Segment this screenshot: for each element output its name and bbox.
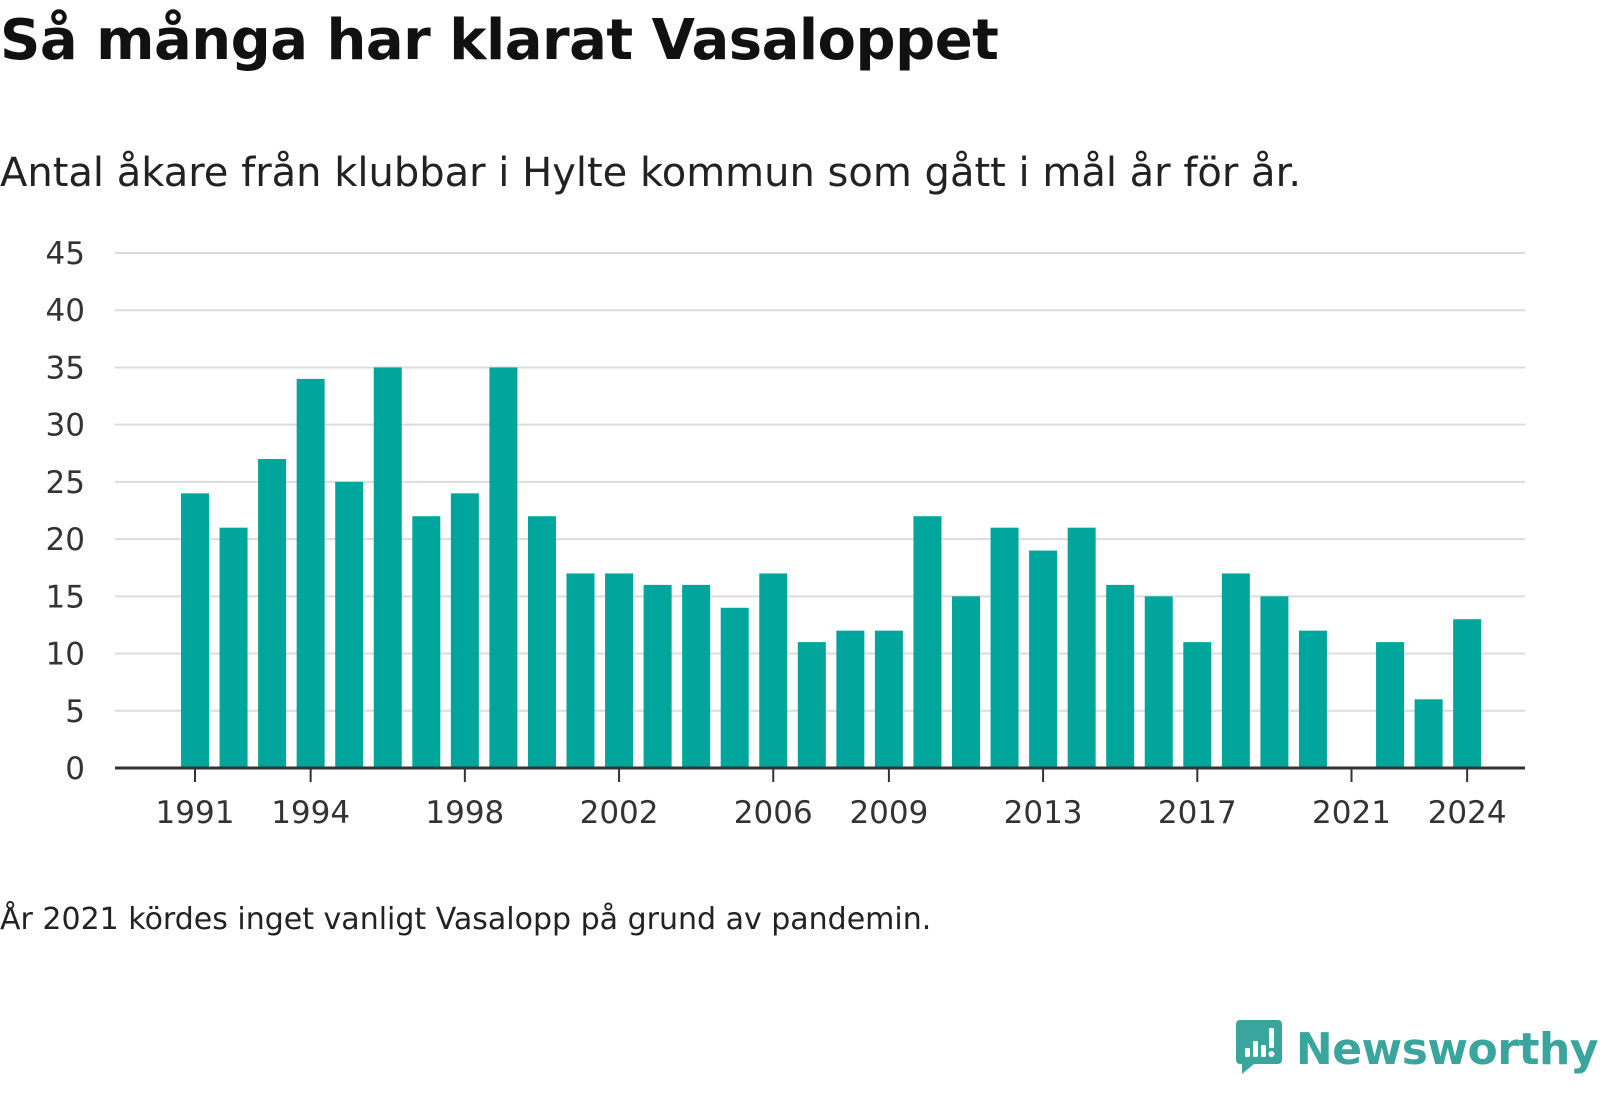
y-tick-label-5: 5 (65, 694, 85, 730)
x-tick-label-2013: 2013 (1004, 795, 1083, 831)
y-tick-label-45: 45 (46, 236, 85, 272)
x-tick-label-2017: 2017 (1158, 795, 1237, 831)
bar-2006 (759, 573, 788, 768)
chart-subtitle: Antal åkare från klubbar i Hylte kommun … (0, 150, 1302, 196)
footnote: År 2021 kördes inget vanligt Vasalopp på… (0, 902, 932, 937)
bar-2008 (836, 630, 865, 768)
bar-2001 (566, 573, 595, 768)
bar-1996 (373, 367, 402, 768)
bar-2005 (720, 607, 749, 768)
y-tick-label-10: 10 (46, 637, 85, 673)
bars (181, 367, 1482, 768)
bar-1994 (296, 378, 325, 768)
brand-logo: Newsworthy (1234, 1018, 1599, 1080)
x-tick-label-2002: 2002 (580, 795, 659, 831)
bar-2002 (605, 573, 634, 768)
bar-2017 (1183, 642, 1212, 768)
bar-2009 (874, 630, 903, 768)
bar-2023 (1414, 699, 1443, 768)
bar-2016 (1144, 596, 1173, 768)
bar-2018 (1221, 573, 1250, 768)
x-axis-labels: 1991 1994 1998 2002 2006 2009 2013 2017 2021 2024 (156, 795, 1507, 831)
newsworthy-logo-icon (1234, 1018, 1284, 1080)
y-tick-label-20: 20 (46, 522, 85, 558)
bar-2024 (1453, 619, 1482, 768)
y-tick-label-35: 35 (46, 350, 85, 386)
y-tick-label-15: 15 (46, 579, 85, 615)
bar-2000 (527, 516, 556, 768)
bar-1999 (489, 367, 518, 768)
x-tick-label-2021: 2021 (1312, 795, 1391, 831)
bar-chart: 0 5 10 15 20 25 30 35 40 45 1991 1994 1998 2002 2006 2… (46, 236, 1525, 831)
chart-title: Så många har klarat Vasaloppet (0, 8, 999, 73)
bar-2013 (1029, 550, 1058, 768)
bar-2011 (952, 596, 980, 768)
y-tick-label-0: 0 (65, 751, 85, 787)
y-tick-label-30: 30 (46, 408, 85, 444)
bar-2014 (1067, 527, 1096, 768)
bar-1995 (335, 481, 364, 768)
bar-2015 (1106, 584, 1135, 768)
bar-1992 (219, 527, 248, 768)
bar-1993 (258, 459, 287, 768)
y-tick-label-25: 25 (46, 465, 85, 501)
y-axis-labels: 0 5 10 15 20 25 30 35 40 45 (46, 236, 85, 787)
bar-2003 (643, 584, 672, 768)
bar-2004 (682, 584, 711, 768)
bar-1997 (412, 516, 441, 768)
bar-2010 (913, 516, 942, 768)
x-tick-label-1991: 1991 (156, 795, 235, 831)
x-axis (115, 766, 1525, 782)
bar-2022 (1376, 642, 1405, 768)
x-tick-label-1998: 1998 (425, 795, 504, 831)
bar-2019 (1260, 596, 1289, 768)
bar-2007 (797, 642, 826, 768)
y-tick-label-40: 40 (46, 293, 85, 329)
x-tick-label-2024: 2024 (1428, 795, 1507, 831)
x-tick-label-2009: 2009 (849, 795, 928, 831)
bar-1998 (450, 493, 479, 768)
brand-name: Newsworthy (1295, 1023, 1599, 1075)
bar-2012 (990, 527, 1019, 768)
x-tick-label-2006: 2006 (734, 795, 813, 831)
x-tick-label-1994: 1994 (271, 795, 350, 831)
bar-1991 (181, 493, 209, 768)
bar-2020 (1298, 630, 1327, 768)
